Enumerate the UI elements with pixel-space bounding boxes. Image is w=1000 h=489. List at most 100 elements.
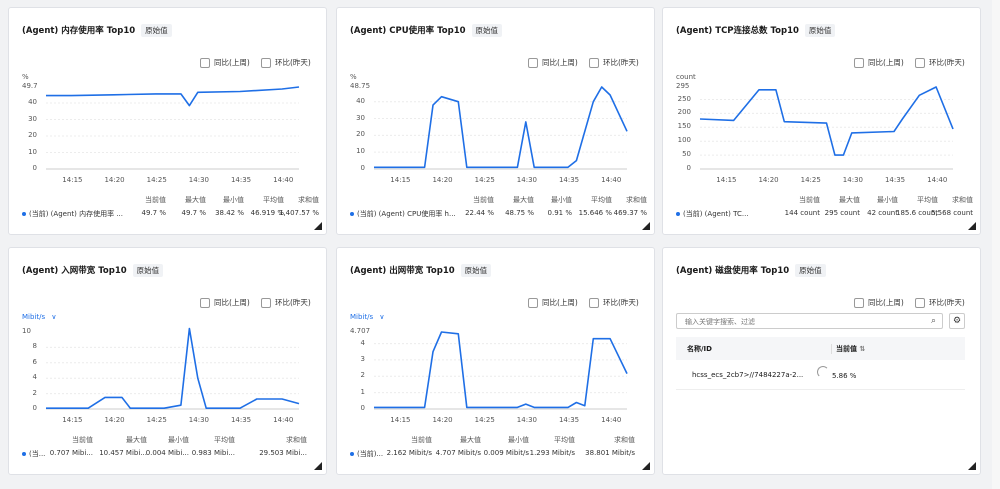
line-chart[interactable] <box>337 248 656 448</box>
table-header: 名称/ID 当前值 ⇅ <box>676 337 965 360</box>
raw-value-tag[interactable]: 原始值 <box>460 264 492 277</box>
y-tick-label: 50 <box>682 150 691 159</box>
line-chart[interactable] <box>9 248 328 448</box>
raw-value-tag[interactable]: 原始值 <box>132 264 164 277</box>
page-scrollbar[interactable] <box>992 0 1000 489</box>
x-tick-label: 14:15 <box>62 416 83 424</box>
checkbox-box[interactable] <box>915 57 925 68</box>
compare-day-checkbox[interactable]: 环比(昨天) <box>915 57 965 68</box>
y-unit-text: Mibit/s <box>22 313 46 321</box>
x-tick-label: 14:35 <box>558 176 580 184</box>
series-legend-item[interactable]: (当前)... <box>350 449 383 459</box>
y-tick-label: 10 <box>28 147 37 156</box>
y-tick-label: 100 <box>677 136 691 145</box>
compare-day-checkbox[interactable]: 环比(昨天) <box>261 57 311 68</box>
resize-handle[interactable] <box>968 462 976 470</box>
series-legend-item[interactable]: (当前) (Agent) TC... <box>676 209 749 219</box>
x-tick-label: 14:40 <box>927 176 948 184</box>
compare-day-checkbox[interactable]: 环比(昨天) <box>261 297 311 308</box>
stat-value: 29.503 Mibi... <box>259 449 307 457</box>
checkbox-box[interactable] <box>261 57 271 68</box>
y-unit-text: count <box>676 73 696 81</box>
compare-day-checkbox[interactable]: 环比(昨天) <box>589 57 639 68</box>
y-unit-label[interactable]: Mibit/s ∨ <box>22 313 56 321</box>
stat-value: 185.6 count <box>895 209 938 217</box>
y-top-label: 4.707 <box>350 327 371 335</box>
compare-week-checkbox[interactable]: 同比(上周) <box>854 57 904 68</box>
raw-value-tag[interactable]: 原始值 <box>141 24 172 37</box>
column-current-header[interactable]: 当前值 ⇅ <box>831 344 865 354</box>
compare-week-checkbox[interactable]: 同比(上周) <box>200 57 250 68</box>
stat-header: 平均值 <box>917 196 938 204</box>
stat-value: 49.7 % <box>141 209 166 217</box>
series-line <box>374 86 628 169</box>
x-tick-label: 14:20 <box>432 416 453 424</box>
stat-value: 0.004 Mibi... <box>145 449 189 457</box>
resize-handle[interactable] <box>642 222 650 230</box>
checkbox-box[interactable] <box>261 297 271 308</box>
card-title: (Agent) TCP连接总数 Top10 原始值 <box>676 24 836 37</box>
stat-value: 1,407.57 % <box>278 209 319 217</box>
compare-week-checkbox[interactable]: 同比(上周) <box>200 297 250 308</box>
search-icon[interactable]: ⌕ <box>930 316 936 326</box>
y-tick-label: 0 <box>32 404 37 412</box>
stat-value: 0.91 % <box>547 209 572 217</box>
checkbox-box[interactable] <box>854 57 864 68</box>
compare-day-label: 环比(昨天) <box>275 298 311 307</box>
series-legend-item[interactable]: (当前) (Agent) CPU使用率 h... <box>350 209 456 219</box>
checkbox-box[interactable] <box>589 297 599 308</box>
compare-week-checkbox[interactable]: 同比(上周) <box>528 297 578 308</box>
stat-value: 48.75 % <box>505 209 534 217</box>
line-chart[interactable] <box>663 8 982 208</box>
chart-card-3: (Agent) 入网带宽 Top10 原始值同比(上周) 环比(昨天) Mibit/s… <box>8 247 327 475</box>
resize-handle[interactable] <box>314 462 322 470</box>
series-legend-item[interactable]: (当... <box>22 449 45 459</box>
sort-icon[interactable]: ⇅ <box>857 345 866 353</box>
table-row[interactable]: hcss_ecs_2cb7>//7484227a-2... 5.86 % <box>676 360 965 390</box>
raw-value-tag[interactable]: 原始值 <box>471 24 503 37</box>
y-tick-label: 20 <box>356 130 365 139</box>
resize-handle[interactable] <box>642 462 650 470</box>
stat-header: 最大值 <box>839 196 860 204</box>
stat-header: 最大值 <box>185 196 206 204</box>
stat-value: 15.646 % <box>578 209 612 217</box>
series-legend-item[interactable]: (当前) (Agent) 内存使用率 ... <box>22 209 123 219</box>
search-input[interactable]: 输入关键字搜索、过滤 ⌕ <box>676 313 943 329</box>
series-name: (当前) (Agent) 内存使用率 ... <box>29 210 123 218</box>
checkbox-box[interactable] <box>854 297 864 308</box>
checkbox-box[interactable] <box>915 297 925 308</box>
y-unit-label: % <box>22 73 29 81</box>
line-chart[interactable] <box>9 8 328 208</box>
compare-week-checkbox[interactable]: 同比(上周) <box>528 57 578 68</box>
raw-value-tag[interactable]: 原始值 <box>795 264 826 277</box>
y-tick-label: 4 <box>32 373 37 382</box>
chevron-down-icon[interactable]: ∨ <box>49 313 57 321</box>
chevron-down-icon[interactable]: ∨ <box>377 313 385 321</box>
card-title-text: (Agent) 入网带宽 Top10 <box>22 266 127 276</box>
compare-week-checkbox[interactable]: 同比(上周) <box>854 297 904 308</box>
raw-value-tag[interactable]: 原始值 <box>804 24 836 37</box>
stat-header: 最小值 <box>223 196 244 204</box>
stat-header: 平均值 <box>554 436 575 444</box>
resize-handle[interactable] <box>968 222 976 230</box>
settings-gear-icon[interactable]: ⚙ <box>949 313 965 329</box>
loading-spinner-icon <box>817 366 829 378</box>
y-tick-label: 0 <box>686 164 691 172</box>
series-dot <box>676 212 680 216</box>
series-name: (当... <box>29 450 46 458</box>
checkbox-box[interactable] <box>200 57 210 68</box>
compare-day-checkbox[interactable]: 环比(昨天) <box>589 297 639 308</box>
stat-value: 295 count <box>824 209 860 217</box>
line-chart[interactable] <box>337 8 656 208</box>
checkbox-box[interactable] <box>528 297 538 308</box>
y-top-label: 49.7 <box>22 82 38 90</box>
x-tick-label: 14:30 <box>516 416 537 424</box>
compare-day-checkbox[interactable]: 环比(昨天) <box>915 297 965 308</box>
compare-week-label: 同比(上周) <box>868 298 904 307</box>
checkbox-box[interactable] <box>589 57 599 68</box>
y-unit-label[interactable]: Mibit/s ∨ <box>350 313 384 321</box>
stat-value: 5,568 count <box>930 209 973 217</box>
checkbox-box[interactable] <box>200 297 210 308</box>
checkbox-box[interactable] <box>528 57 538 68</box>
resize-handle[interactable] <box>314 222 322 230</box>
